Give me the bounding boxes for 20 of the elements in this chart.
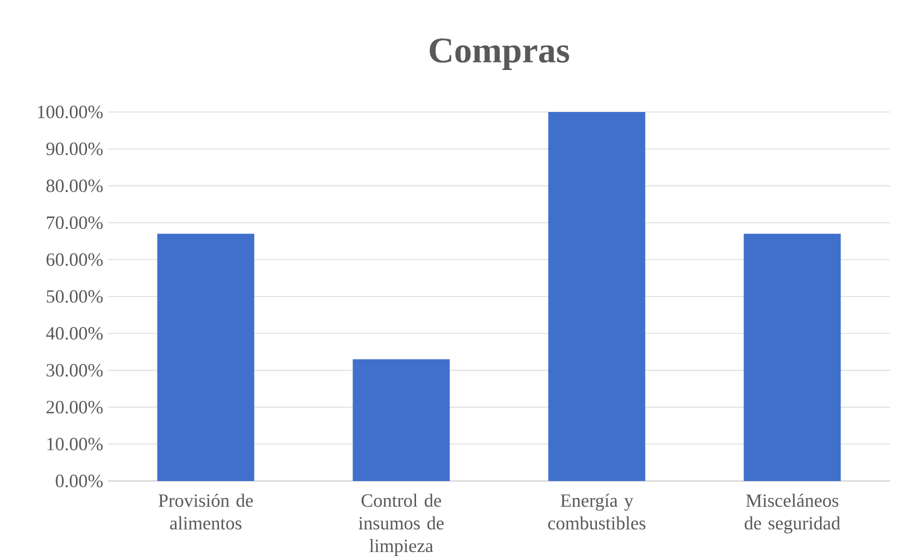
y-tick-label: 30.00%	[46, 364, 103, 377]
y-tick-label: 90.00%	[46, 142, 103, 156]
x-tick-label: Provisión de alimentos	[158, 494, 253, 530]
x-tick-label: Energía y combustibles	[548, 494, 646, 530]
y-tick-label: 60.00%	[46, 253, 103, 266]
y-tick-label: 0.00%	[56, 474, 103, 488]
chart-title: Compras	[430, 38, 570, 70]
y-tick-label: 100.00%	[38, 106, 103, 118]
x-tick-label: Control de insumos de limpieza	[358, 494, 444, 556]
bar	[157, 234, 254, 481]
bar	[352, 359, 450, 481]
y-tick-label: 20.00%	[46, 400, 103, 414]
bar	[744, 234, 841, 481]
y-tick-label: 70.00%	[46, 216, 103, 230]
y-tick-label: 80.00%	[46, 179, 103, 192]
x-tick-label: Misceláneos de seguridad	[744, 494, 840, 534]
y-tick-label: 50.00%	[46, 290, 103, 303]
bar	[548, 112, 646, 481]
y-tick-label: 10.00%	[47, 438, 103, 450]
y-tick-label: 40.00%	[46, 327, 103, 340]
